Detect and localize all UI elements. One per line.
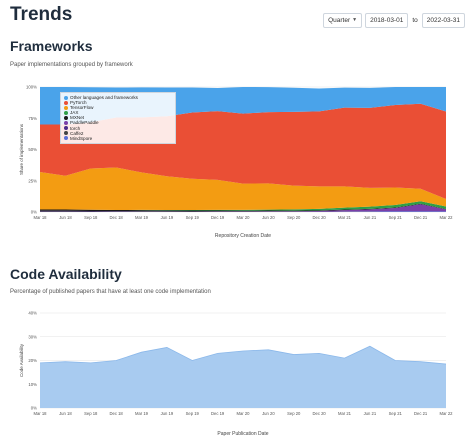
x-tick-label: Jun 19 [161,411,174,416]
legend-marker [64,115,68,120]
x-tick-label: Mar 22 [439,411,453,416]
x-tick-label: Mar 19 [135,215,149,220]
legend-item[interactable]: Caffe2 [64,131,172,136]
to-date-input[interactable]: 2022-03-31 [421,13,465,28]
x-tick-label: Sep 19 [186,215,200,220]
x-tick-label: Sep 19 [186,411,200,416]
series-line-code-availability [39,345,447,365]
y-tick-label: 30% [28,334,37,339]
area-series-mindspore[interactable] [40,211,446,212]
area-series-jax[interactable] [40,201,446,211]
x-tick-label: Dec 19 [211,411,225,416]
area-series-tensorflow[interactable] [40,167,446,211]
x-axis-label: Repository Creation Date [215,233,271,239]
legend-label: PyTorch [70,100,87,106]
legend-marker [64,95,68,100]
x-tick-label: Dec 21 [414,411,428,416]
frameworks-legend: Other languages and frameworks PyTorch Ten… [60,92,176,144]
x-tick-label: Jun 19 [161,215,174,220]
date-controls: Quarter ▼ 2018-03-01 to 2022-03-31 [323,13,465,28]
x-tick-label: Dec 18 [109,215,123,220]
legend-item[interactable]: PyTorch [64,100,172,105]
x-tick-label: Mar 21 [338,215,352,220]
legend-marker [64,131,68,136]
x-tick-label: Jun 21 [364,215,377,220]
legend-item[interactable]: JAX [64,110,172,115]
legend-label: Caffe2 [70,130,84,136]
legend-label: Other languages and frameworks [70,95,138,100]
x-tick-label: Jun 20 [262,215,275,220]
from-date-input[interactable]: 2018-03-01 [365,13,409,28]
legend-marker [64,105,68,110]
y-axis-label: Code Availability [19,343,24,377]
legend-label: JAX [70,110,79,116]
y-tick-label: 0% [31,210,37,215]
legend-marker [64,136,68,141]
y-tick-label: 75% [28,116,37,121]
y-tick-label: 10% [28,382,37,387]
x-tick-label: Jun 18 [59,411,72,416]
legend-item[interactable]: torch [64,126,172,131]
legend-marker [64,126,68,131]
x-tick-label: Mar 18 [33,215,47,220]
legend-item[interactable]: PaddlePaddle [64,120,172,125]
area-series-torch[interactable] [40,210,446,212]
area-series-mxnet[interactable] [40,203,446,212]
x-tick-label: Dec 21 [414,215,428,220]
x-tick-label: Sep 20 [287,215,301,220]
y-axis-label: Share of implementations [19,123,24,175]
x-tick-label: Sep 21 [389,411,403,416]
legend-item[interactable]: Other languages and frameworks [64,95,172,100]
y-tick-label: 0% [31,406,37,411]
y-tick-label: 50% [28,147,37,152]
x-tick-label: Sep 21 [389,215,403,220]
code-availability-subtitle: Percentage of published papers that have… [10,289,211,295]
legend-item[interactable]: TensorFlow [64,105,172,110]
chevron-down-icon: ▼ [352,17,358,23]
legend-label: MXNet [70,115,85,121]
area-series-code-availability[interactable] [40,346,446,408]
x-tick-label: Sep 18 [84,411,98,416]
x-axis-label: Paper Publication Date [217,431,268,437]
x-tick-label: Dec 18 [109,411,123,416]
legend-marker [64,121,68,126]
y-tick-label: 20% [28,358,37,363]
legend-item[interactable]: MXNet [64,115,172,120]
legend-item[interactable]: MindSpore [64,136,172,141]
x-tick-label: Sep 18 [84,215,98,220]
y-tick-label: 25% [28,178,37,183]
y-tick-label: 40% [28,311,37,316]
area-series-caffe2[interactable] [40,211,446,212]
legend-marker [64,110,68,115]
to-label: to [411,14,419,27]
granularity-select[interactable]: Quarter ▼ [323,13,363,28]
area-series-paddlepaddle[interactable] [40,204,446,212]
x-tick-label: Jun 18 [59,215,72,220]
legend-label: MindSpore [70,135,93,141]
x-tick-label: Mar 20 [236,215,250,220]
x-tick-label: Sep 20 [287,411,301,416]
x-tick-label: Dec 20 [312,411,326,416]
x-tick-label: Mar 18 [33,411,47,416]
x-tick-label: Mar 19 [135,411,149,416]
frameworks-title: Frameworks [10,38,93,54]
x-tick-label: Dec 20 [312,215,326,220]
legend-label: torch [70,125,81,131]
x-tick-label: Mar 22 [439,215,453,220]
legend-label: TensorFlow [70,105,94,111]
x-tick-label: Jun 21 [364,411,377,416]
x-tick-label: Mar 20 [236,411,250,416]
page-title: Trends [10,4,73,25]
x-tick-label: Dec 19 [211,215,225,220]
legend-marker [64,100,68,105]
granularity-value: Quarter [328,17,351,24]
frameworks-subtitle: Paper implementations grouped by framewo… [10,62,133,68]
x-tick-label: Jun 20 [262,411,275,416]
y-tick-label: 100% [26,85,37,90]
x-tick-label: Mar 21 [338,411,352,416]
code-availability-title: Code Availability [10,266,122,282]
legend-label: PaddlePaddle [70,120,99,126]
